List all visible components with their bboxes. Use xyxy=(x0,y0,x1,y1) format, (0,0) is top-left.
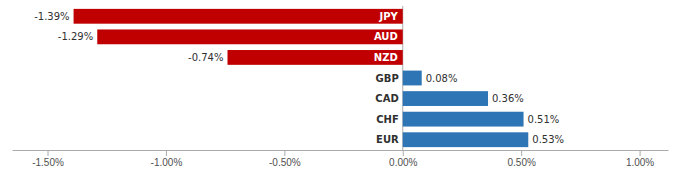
x-axis: -1.50% -1.00% -0.50% 0.00% 0.50% 1.00% xyxy=(13,150,669,168)
value-label: 0.53% xyxy=(532,134,564,145)
value-label: -1.39% xyxy=(34,11,69,22)
x-tick: 0.00% xyxy=(389,150,417,168)
category-label: CAD xyxy=(375,93,398,104)
labels: JPY -1.39% AUD -1.29% NZD -0.74% GBP 0.08% CAD 0.… xyxy=(34,11,564,145)
category-label: GBP xyxy=(376,73,399,84)
x-tick-mark xyxy=(48,150,49,156)
x-tick-label: 1.00% xyxy=(626,157,654,168)
x-tick: -1.50% xyxy=(32,150,64,168)
x-axis-line xyxy=(13,150,669,151)
category-label: AUD xyxy=(374,31,398,42)
bar xyxy=(228,50,403,65)
x-tick-label: 0.50% xyxy=(507,157,535,168)
category-label: CHF xyxy=(376,114,399,125)
value-label: -0.74% xyxy=(188,52,223,63)
value-label: -1.29% xyxy=(58,31,93,42)
value-label: 0.51% xyxy=(528,114,560,125)
x-tick-mark xyxy=(640,150,641,156)
chart: -1.50% -1.00% -0.50% 0.00% 0.50% 1.00% JPY -1.3… xyxy=(0,0,680,172)
category-label: JPY xyxy=(378,11,398,22)
bar xyxy=(403,132,529,147)
bar xyxy=(403,91,488,106)
x-tick: -0.50% xyxy=(269,150,301,168)
value-label: 0.08% xyxy=(426,73,458,84)
x-tick-mark xyxy=(166,150,167,156)
category-label: EUR xyxy=(376,134,399,145)
bar xyxy=(403,112,524,127)
x-tick-mark xyxy=(284,150,285,156)
value-label: 0.36% xyxy=(492,93,524,104)
x-tick-label: -0.50% xyxy=(269,157,301,168)
bars xyxy=(74,9,529,147)
x-tick: 0.50% xyxy=(507,150,535,168)
x-tick-mark xyxy=(521,150,522,156)
x-tick: -1.00% xyxy=(151,150,183,168)
category-label: NZD xyxy=(374,52,398,63)
bar xyxy=(403,71,422,86)
bar xyxy=(74,9,403,24)
x-tick-label: -1.50% xyxy=(32,157,64,168)
x-tick-label: 0.00% xyxy=(389,157,417,168)
x-tick-mark xyxy=(403,150,404,156)
x-tick: 1.00% xyxy=(626,150,654,168)
x-tick-label: -1.00% xyxy=(151,157,183,168)
bar xyxy=(97,29,403,44)
